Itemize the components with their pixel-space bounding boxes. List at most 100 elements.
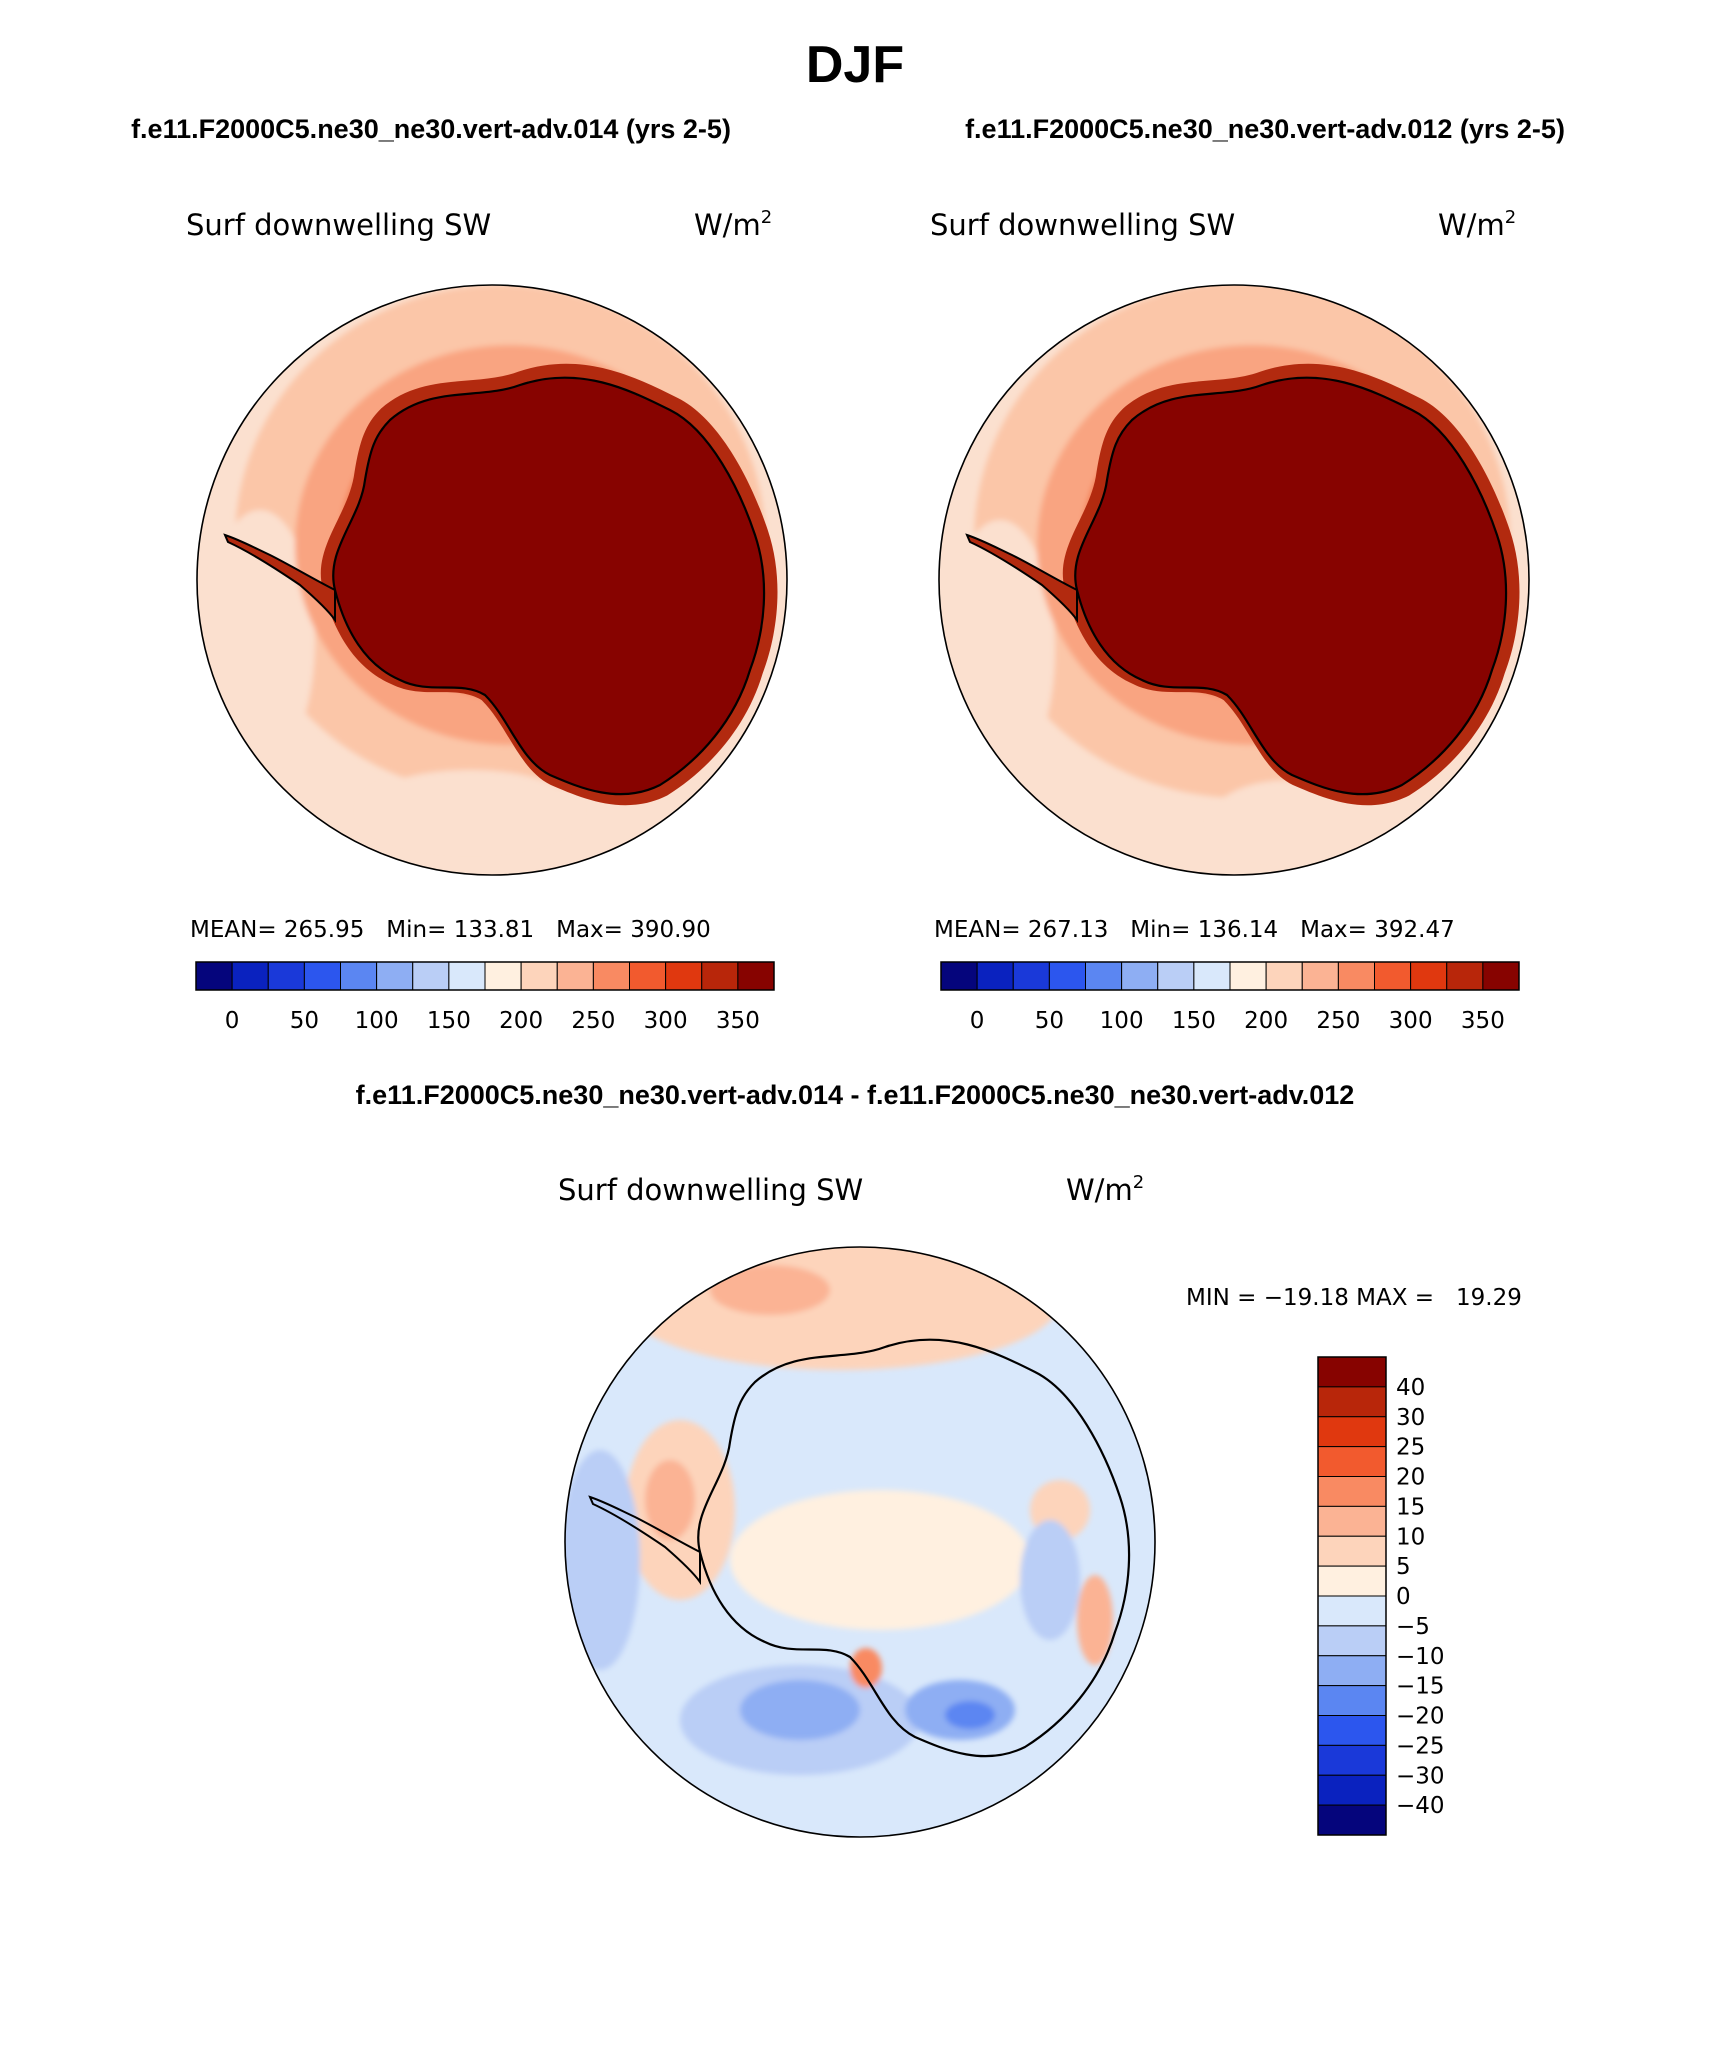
colorbar-swatch	[448, 961, 486, 991]
colorbar-tick-label: 5	[1396, 1554, 1411, 1580]
diff-title: f.e11.F2000C5.ne30_ne30.vert-adv.014 - f…	[356, 1080, 1355, 1110]
colorbar-swatch	[737, 961, 775, 991]
colorbar-tick-label: 250	[1316, 1008, 1360, 1034]
colorbar-swatch	[1317, 1685, 1387, 1716]
map-3	[564, 1246, 1156, 1838]
diff-negative-west	[565, 1450, 640, 1670]
map-2-band-pale-patch-2	[1210, 780, 1370, 860]
panel-2: Surf downwelling SW W/m2 MEAN= 267.13 Mi…	[930, 207, 1530, 1034]
colorbar-swatch	[1317, 1505, 1387, 1537]
colorbar-swatch	[1317, 1804, 1387, 1836]
colorbar-tick-label: 150	[1172, 1008, 1216, 1034]
colorbar-swatch	[1317, 1446, 1387, 1477]
colorbar-swatch	[629, 961, 667, 991]
colorbar-tick-label: −30	[1396, 1763, 1445, 1789]
page-title: DJF	[806, 36, 904, 94]
map-1-border	[196, 284, 788, 876]
colorbar-swatch	[1317, 1476, 1387, 1507]
colorbar-tick-label: −40	[1396, 1793, 1445, 1819]
colorbar-tick-label: −20	[1396, 1704, 1445, 1730]
map-2-border	[938, 284, 1530, 876]
map-1	[196, 284, 788, 876]
colorbar-2	[940, 961, 1520, 991]
diff-negative-east	[1020, 1520, 1080, 1640]
case-b-title: f.e11.F2000C5.ne30_ne30.vert-adv.012 (yr…	[965, 114, 1565, 144]
colorbar-tick-label: −10	[1396, 1644, 1445, 1670]
colorbar-swatch	[1317, 1595, 1387, 1627]
case-a-title: f.e11.F2000C5.ne30_ne30.vert-adv.014 (yr…	[131, 114, 731, 144]
colorbar-swatch	[231, 961, 269, 991]
colorbar-swatch	[592, 961, 630, 991]
colorbar-swatch	[1317, 1386, 1387, 1418]
colorbar-diff-labels: 40 30 25 20 15 10 5 0 −5 −10 −15 −20 −25 −30 −40	[1396, 1375, 1445, 1819]
colorbar-tick-label: 0	[1396, 1584, 1411, 1610]
diff-positive-northwest-2	[645, 1460, 695, 1540]
colorbar-tick-label: −25	[1396, 1733, 1445, 1759]
panel-1-stats: MEAN= 265.95 Min= 133.81 Max= 390.90	[190, 917, 711, 943]
colorbar-swatch	[1317, 1744, 1387, 1776]
colorbar-swatch	[303, 961, 341, 991]
colorbar-tick-label: −5	[1396, 1614, 1430, 1640]
diff-units: W/m2	[1066, 1172, 1144, 1207]
colorbar-tick-label: 250	[571, 1008, 615, 1034]
colorbar-swatch	[665, 961, 703, 991]
colorbar-diff	[1317, 1356, 1387, 1836]
colorbar-1	[195, 961, 775, 991]
colorbar-tick-label: 0	[970, 1008, 985, 1034]
colorbar-swatch	[1317, 1774, 1387, 1806]
diff-negative-south-2	[740, 1680, 860, 1740]
panel-1-variable: Surf downwelling SW	[186, 208, 491, 242]
colorbar-swatch	[1301, 961, 1339, 991]
colorbar-tick-label: 100	[1100, 1008, 1144, 1034]
map-2	[938, 284, 1530, 876]
colorbar-tick-label: −15	[1396, 1674, 1445, 1700]
colorbar-frame	[1317, 1356, 1387, 1836]
colorbar-tick-label: 10	[1396, 1524, 1425, 1550]
colorbar-1-labels: 0 50 100 150 200 250 300 350	[225, 1008, 760, 1034]
diff-negative-southeast-2	[945, 1701, 995, 1729]
colorbar-swatch	[267, 961, 305, 991]
colorbar-swatch	[1317, 1655, 1387, 1687]
colorbar-swatch	[1265, 961, 1303, 991]
colorbar-swatch	[940, 961, 978, 991]
panel-diff: Surf downwelling SW W/m2	[558, 1172, 1522, 1838]
colorbar-tick-label: 15	[1396, 1494, 1425, 1520]
colorbar-swatch	[1317, 1715, 1387, 1746]
colorbar-swatch	[1317, 1356, 1387, 1388]
colorbar-tick-label: 350	[716, 1008, 760, 1034]
colorbar-swatch	[376, 961, 414, 991]
diff-positive-north	[620, 1247, 1060, 1370]
colorbar-swatch	[701, 961, 739, 991]
colorbar-tick-label: 20	[1396, 1465, 1425, 1491]
diff-variable: Surf downwelling SW	[558, 1173, 863, 1207]
diff-positive-north-2	[710, 1265, 830, 1315]
colorbar-tick-label: 200	[1244, 1008, 1288, 1034]
colorbar-swatch	[1317, 1625, 1387, 1657]
colorbar-tick-label: 0	[225, 1008, 240, 1034]
colorbar-swatch	[484, 961, 522, 991]
colorbar-swatch	[1157, 961, 1195, 991]
colorbar-swatch	[1121, 961, 1159, 991]
colorbar-tick-label: 300	[1389, 1008, 1433, 1034]
colorbar-swatch	[1048, 961, 1086, 991]
diff-positive-center	[730, 1490, 1030, 1630]
colorbar-swatch	[1193, 961, 1231, 991]
colorbar-swatch	[195, 961, 233, 991]
colorbar-2-labels: 0 50 100 150 200 250 300 350	[970, 1008, 1505, 1034]
colorbar-swatch	[1446, 961, 1484, 991]
colorbar-frame	[940, 961, 1520, 991]
colorbar-swatch	[1337, 961, 1375, 991]
colorbar-swatch	[556, 961, 594, 991]
colorbar-tick-label: 300	[644, 1008, 688, 1034]
colorbar-frame	[195, 961, 775, 991]
colorbar-swatch	[976, 961, 1014, 991]
colorbar-tick-label: 30	[1396, 1405, 1425, 1431]
map-3-border	[564, 1246, 1156, 1838]
panel-2-units: W/m2	[1438, 207, 1516, 242]
diff-positive-east-2	[1077, 1575, 1113, 1665]
colorbar-swatch	[1482, 961, 1520, 991]
panel-1: Surf downwelling SW W/m2 MEAN= 265.95 Mi…	[186, 207, 788, 1034]
colorbar-swatch	[1374, 961, 1412, 991]
colorbar-swatch	[340, 961, 378, 991]
colorbar-tick-label: 50	[290, 1008, 319, 1034]
